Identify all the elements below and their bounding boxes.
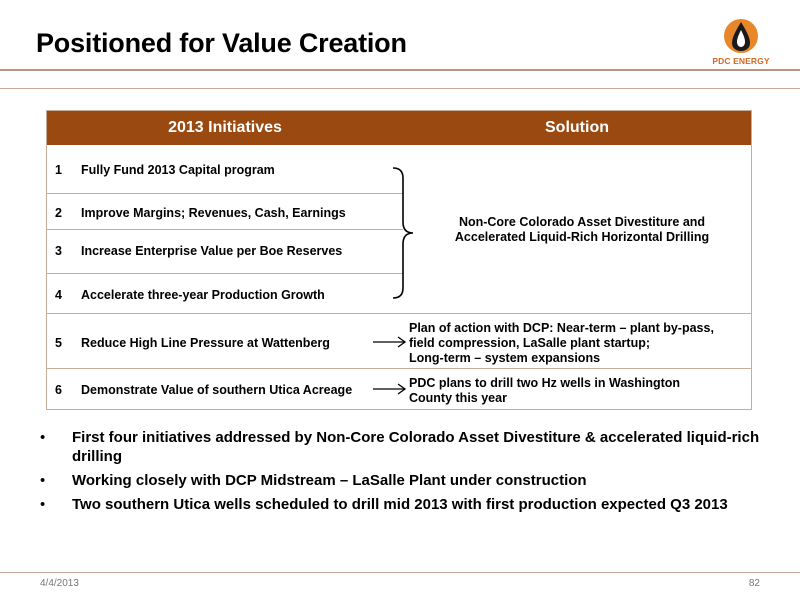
pdc-energy-logo: PDC ENERGY <box>700 14 782 70</box>
header-initiatives: 2013 Initiatives <box>168 119 282 136</box>
row-initiative: Improve Margins; Revenues, Cash, Earning… <box>81 206 346 220</box>
initiatives-table: 2013 Initiatives Solution 1 Fully Fund 2… <box>46 110 752 410</box>
bullet-text: Working closely with DCP Midstream – LaS… <box>72 472 587 489</box>
solution-utica: PDC plans to drill two Hz wells in Washi… <box>409 376 681 405</box>
row-divider <box>47 229 403 230</box>
row-initiative: Reduce High Line Pressure at Wattenberg <box>81 336 330 350</box>
row-divider <box>47 313 751 314</box>
row-initiative: Accelerate three-year Production Growth <box>81 288 325 302</box>
row-number: 5 <box>55 336 62 350</box>
flame-drop-icon <box>724 19 758 53</box>
list-item: • Two southern Utica wells scheduled to … <box>40 495 760 514</box>
row-number: 1 <box>55 163 62 177</box>
header-solution: Solution <box>545 119 609 136</box>
row-divider <box>47 368 751 369</box>
row-number: 2 <box>55 206 62 220</box>
footer-rule <box>0 572 800 573</box>
row-initiative: Fully Fund 2013 Capital program <box>81 163 275 177</box>
header-rule-thin <box>0 88 800 89</box>
arrow-right-icon <box>373 336 407 348</box>
table-header: 2013 Initiatives Solution <box>47 111 751 145</box>
row-number: 3 <box>55 244 62 258</box>
row-number: 4 <box>55 288 62 302</box>
bullet-list: • First four initiatives addressed by No… <box>40 428 760 519</box>
list-item: • Working closely with DCP Midstream – L… <box>40 471 760 490</box>
row-initiative: Demonstrate Value of southern Utica Acre… <box>81 383 353 397</box>
solution-dcp: Plan of action with DCP: Near-term – pla… <box>409 321 714 365</box>
footer-date: 4/4/2013 <box>40 578 79 589</box>
page-number: 82 <box>748 578 760 589</box>
logo-text: PDC ENERGY <box>712 56 770 66</box>
bullet-icon: • <box>40 429 46 446</box>
row-divider <box>47 273 403 274</box>
slide-title: Positioned for Value Creation <box>36 28 407 58</box>
row-divider <box>47 193 403 194</box>
row-initiative: Increase Enterprise Value per Boe Reserv… <box>81 244 343 258</box>
row-number: 6 <box>55 383 62 397</box>
curly-brace-icon <box>392 167 414 299</box>
header-rule <box>0 69 800 71</box>
list-item: • First four initiatives addressed by No… <box>40 428 760 466</box>
bullet-text: First four initiatives addressed by Non-… <box>72 429 760 465</box>
arrow-right-icon <box>373 383 407 395</box>
bullet-text: Two southern Utica wells scheduled to dr… <box>72 496 728 513</box>
bullet-icon: • <box>40 472 46 489</box>
bullet-icon: • <box>40 496 46 513</box>
solution-divestiture: Non-Core Colorado Asset Divestiture and … <box>454 215 710 244</box>
